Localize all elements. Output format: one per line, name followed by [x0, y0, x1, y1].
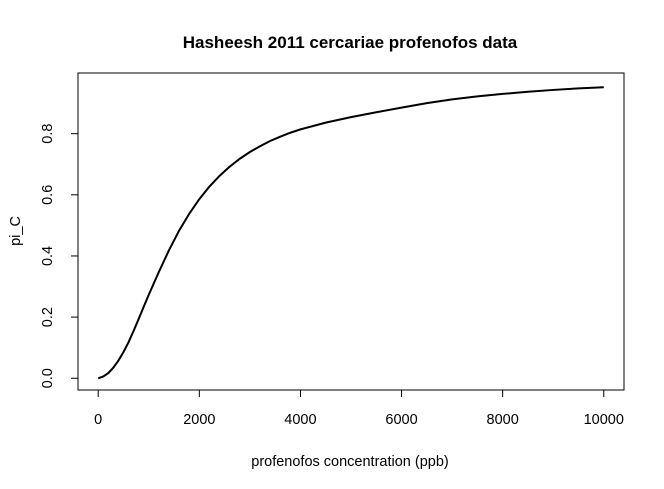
x-tick-label: 2000 [183, 412, 215, 428]
y-tick-label: 0.4 [40, 246, 56, 266]
chart-title: Hasheesh 2011 cercariae profenofos data [183, 33, 518, 52]
y-tick-label: 0.6 [40, 185, 56, 205]
series-line [97, 86, 604, 380]
x-tick-label: 0 [94, 412, 102, 428]
y-tick-label: 0.2 [40, 307, 56, 327]
x-axis: 0 2000 4000 6000 8000 10000 [94, 389, 624, 428]
y-tick-label: 0.0 [40, 368, 56, 388]
y-axis: 0.0 0.2 0.4 0.6 0.8 [40, 124, 79, 388]
x-tick-label: 10000 [584, 412, 624, 428]
x-tick-label: 8000 [487, 412, 519, 428]
plot-frame [77, 72, 625, 391]
x-tick-label: 6000 [385, 412, 417, 428]
y-axis-label: pi_C [8, 216, 24, 246]
y-tick-label: 0.8 [40, 124, 56, 144]
x-axis-label: profenofos concentration (ppb) [251, 454, 449, 470]
x-tick-label: 4000 [284, 412, 316, 428]
